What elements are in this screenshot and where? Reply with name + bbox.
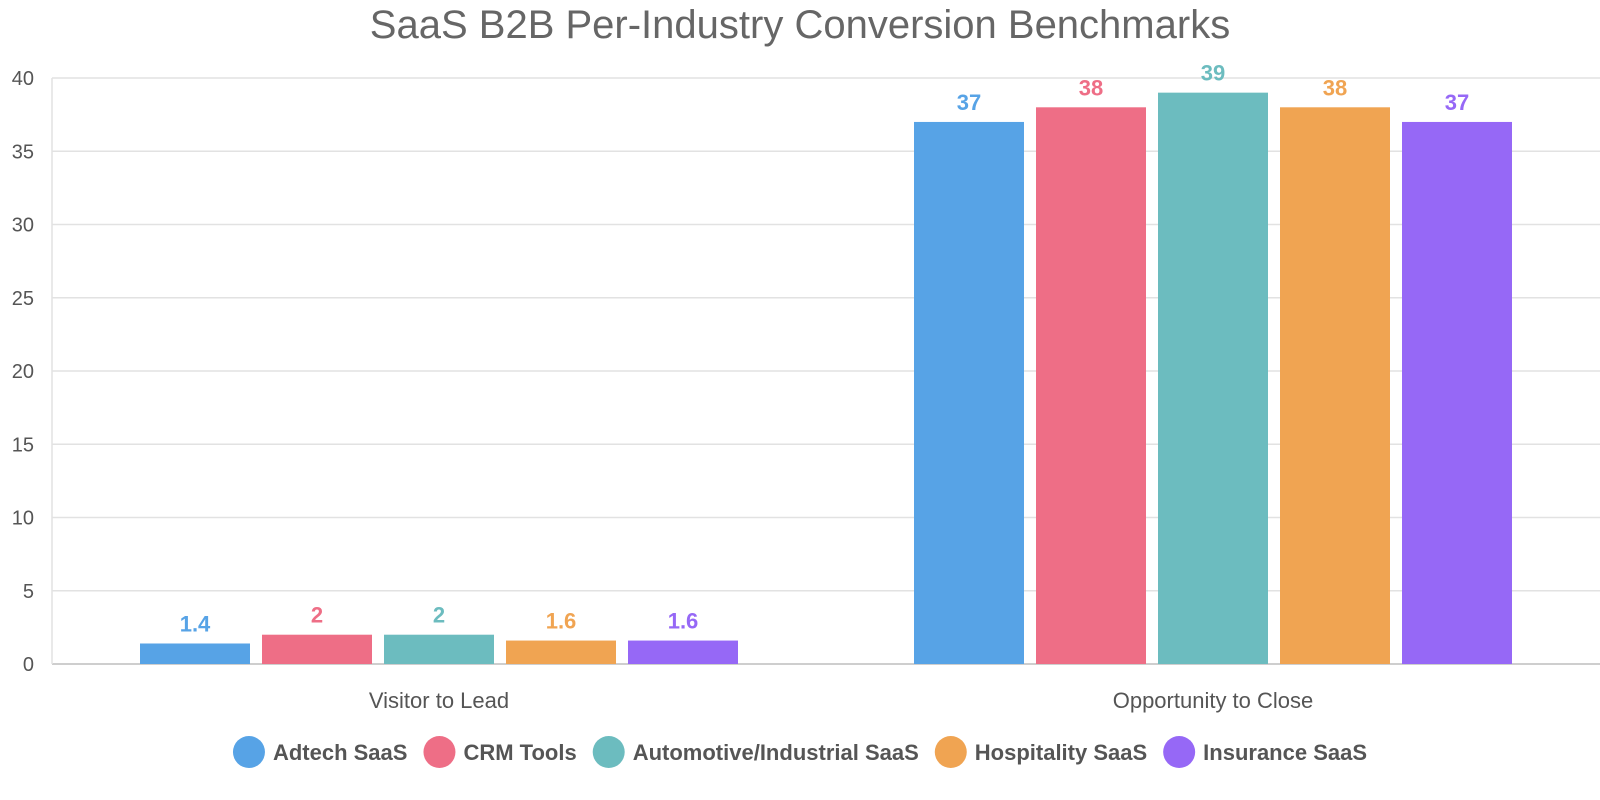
bars bbox=[140, 92, 1512, 665]
bar-hospitality-saas-opportunity-to-close bbox=[1280, 107, 1390, 665]
data-label: 39 bbox=[1201, 61, 1225, 86]
data-label: 2 bbox=[433, 603, 445, 628]
bar-adtech-saas-visitor-to-lead bbox=[140, 643, 250, 664]
legend-swatch bbox=[592, 736, 625, 768]
legend-swatch bbox=[1163, 736, 1196, 768]
y-tick-label: 5 bbox=[23, 581, 34, 603]
data-label: 1.6 bbox=[668, 609, 699, 634]
legend-swatch bbox=[934, 736, 967, 768]
bar-adtech-saas-opportunity-to-close bbox=[914, 121, 1024, 664]
bar-automotive-industrial-saas-opportunity-to-close bbox=[1158, 92, 1268, 664]
data-label: 1.4 bbox=[180, 611, 211, 636]
x-category-label: Opportunity to Close bbox=[1113, 688, 1314, 713]
data-label: 37 bbox=[1445, 90, 1469, 115]
bar-automotive-industrial-saas-visitor-to-lead bbox=[384, 634, 494, 664]
legend: Adtech SaaS CRM Tools Automotive/Industria… bbox=[232, 736, 1367, 768]
legend-label: Hospitality SaaS bbox=[975, 740, 1147, 765]
legend-swatch bbox=[423, 736, 456, 768]
y-axis: 0 5 10 15 20 25 30 35 40 bbox=[12, 68, 53, 676]
legend-swatch bbox=[232, 736, 265, 768]
legend-item-adtech-saas[interactable]: Adtech SaaS bbox=[232, 736, 408, 768]
bar-insurance-saas-visitor-to-lead bbox=[628, 640, 738, 664]
y-tick-label: 0 bbox=[23, 654, 34, 676]
grid bbox=[52, 77, 1600, 665]
legend-label: CRM Tools bbox=[463, 740, 576, 765]
y-tick-label: 35 bbox=[12, 141, 34, 163]
y-tick-label: 30 bbox=[12, 215, 34, 237]
legend-item-crm-tools[interactable]: CRM Tools bbox=[423, 736, 577, 768]
data-label: 2 bbox=[311, 603, 323, 628]
y-tick-label: 20 bbox=[12, 361, 34, 383]
y-tick-label: 40 bbox=[12, 68, 34, 90]
bar-hospitality-saas-visitor-to-lead bbox=[506, 640, 616, 664]
data-label: 38 bbox=[1323, 75, 1347, 100]
chart-title: SaaS B2B Per-Industry Conversion Benchma… bbox=[370, 3, 1230, 47]
bar-crm-tools-visitor-to-lead bbox=[262, 634, 372, 664]
bar-insurance-saas-opportunity-to-close bbox=[1402, 121, 1512, 664]
data-label: 38 bbox=[1079, 75, 1103, 100]
data-label: 37 bbox=[957, 90, 981, 115]
y-tick-label: 25 bbox=[12, 288, 34, 310]
legend-label: Automotive/Industrial SaaS bbox=[633, 740, 919, 765]
legend-item-automotive-industrial-saas[interactable]: Automotive/Industrial SaaS bbox=[592, 736, 919, 768]
data-label: 1.6 bbox=[546, 609, 577, 634]
x-axis: Visitor to Lead Opportunity to Close bbox=[369, 688, 1313, 713]
y-tick-label: 10 bbox=[12, 508, 34, 530]
data-labels: 1.4 2 2 1.6 1.6 37 38 39 38 37 bbox=[180, 61, 1470, 637]
x-category-label: Visitor to Lead bbox=[369, 688, 509, 713]
legend-label: Insurance SaaS bbox=[1203, 740, 1367, 765]
y-tick-label: 15 bbox=[12, 434, 34, 456]
bar-crm-tools-opportunity-to-close bbox=[1036, 107, 1146, 665]
legend-label: Adtech SaaS bbox=[273, 740, 408, 765]
legend-item-insurance-saas[interactable]: Insurance SaaS bbox=[1163, 736, 1367, 768]
legend-item-hospitality-saas[interactable]: Hospitality SaaS bbox=[934, 736, 1147, 768]
